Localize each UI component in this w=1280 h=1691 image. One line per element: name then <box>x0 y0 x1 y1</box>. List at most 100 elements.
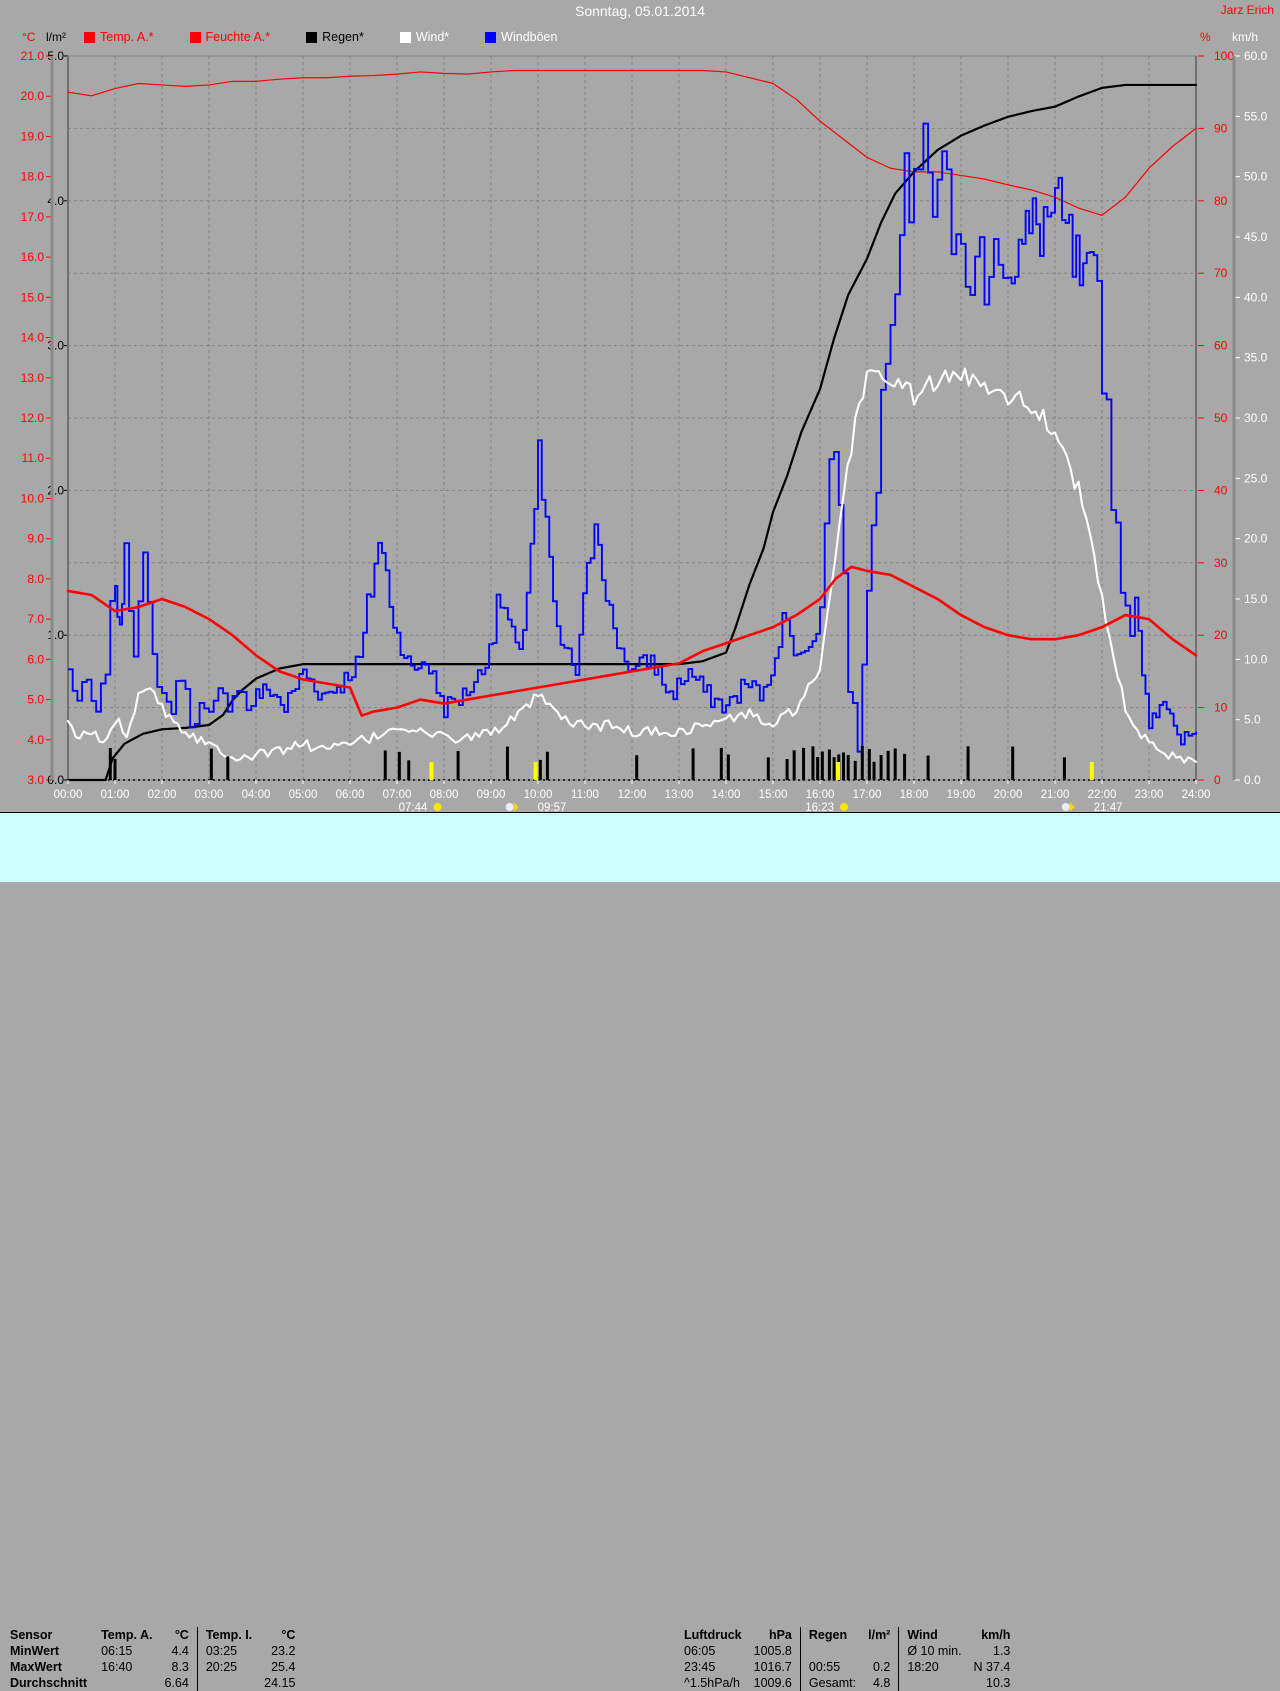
series-humidity <box>67 69 1197 216</box>
unit-left-rain: l/m² <box>46 30 66 44</box>
axis-tick-label: 18.0 <box>21 170 45 184</box>
legend-windboeen[interactable]: Windböen <box>485 30 557 44</box>
axis-tick-label: 13.0 <box>21 371 45 385</box>
legend-regen[interactable]: Regen* <box>306 30 364 44</box>
time-axis-label: 19:00 <box>947 789 976 801</box>
time-axis-label: 17:00 <box>853 789 882 801</box>
summary-row-label: Durchschnitt <box>10 1676 88 1690</box>
axis-tick-label: 40 <box>1214 483 1228 497</box>
sunrise-marker[interactable]: 07:44 <box>399 762 442 812</box>
time-axis-label: 20:00 <box>994 789 1023 801</box>
series-wind-speed <box>66 367 1198 764</box>
chart-legend: Temp. A.* Feuchte A.* Regen* Wind* Windböen <box>84 30 593 44</box>
series-rain-cumulative <box>66 83 1198 782</box>
moonrise-marker-label: 09:57 <box>538 802 567 812</box>
axis-tick-label: 0.0 <box>1244 773 1261 787</box>
time-axis-label: 05:00 <box>289 789 318 801</box>
summary-luftdruck-value: hPa <box>747 1627 801 1643</box>
axis-tick-label: 50.0 <box>1244 170 1268 184</box>
summary-temp-innen-value: 25.4 <box>271 1660 296 1674</box>
legend-wind[interactable]: Wind* <box>399 30 449 44</box>
time-axis-label: 18:00 <box>900 789 929 801</box>
axis-tick-label: 10 <box>1214 701 1228 715</box>
summary-table-right: Luftdruck hPa Regen l/m² Wind km/h 06:05 1005.8… <box>676 1627 1018 1691</box>
sun-icon <box>433 803 442 811</box>
legend-regen-label: Regen* <box>322 30 364 44</box>
legend-temp-a-swatch <box>84 31 95 43</box>
axis-tick-label: 1.0 <box>47 628 64 642</box>
moon-icon <box>505 802 519 812</box>
summary-luftdruck-value: 1005.8 <box>747 1643 801 1659</box>
axis-tick-label: 15.0 <box>1244 592 1268 606</box>
axis-tick-label: 3.0 <box>27 773 44 787</box>
summary-row-label: MaxWert <box>10 1660 62 1674</box>
time-axis-label: 02:00 <box>148 789 177 801</box>
summary-row: Luftdruck hPa Regen l/m² Wind km/h <box>676 1627 1018 1643</box>
page-title: Sonntag, 05.01.2014 <box>574 3 705 19</box>
chart-canvas: 21.0 20.0 19.0 18.0 17.0 16.0 15.0 14.0 13.0 12.0… <box>21 49 1268 812</box>
axis-tick-label: 11.0 <box>22 451 45 465</box>
summary-row: 23:45 1016.7 00:55 0.2 18:20 N 37.4 <box>676 1659 1018 1675</box>
axis-tick-label: 0.0 <box>47 773 64 787</box>
series-temperature <box>66 565 1198 717</box>
summary-temp-aussen-value: 8.3 <box>158 1659 198 1675</box>
axis-tick-label: 19.0 <box>21 129 45 143</box>
axis-tick-label: 8.0 <box>27 572 44 586</box>
unit-right-wind: km/h <box>1232 30 1259 44</box>
summary-row: MinWert 06:15 4.4 03:25 23.2 <box>4 1643 303 1659</box>
legend-feuchte-a[interactable]: Feuchte A.* <box>189 30 270 44</box>
rain-event-markers <box>108 746 1066 780</box>
summary-regen-time: Regen <box>808 1628 848 1642</box>
legend-windboeen-swatch <box>485 31 497 43</box>
summary-luftdruck-value: 1009.6 <box>747 1675 801 1691</box>
summary-temp-aussen-value: 6.64 <box>158 1675 198 1691</box>
axis-tick-label: 7.0 <box>27 612 44 626</box>
summary-luftdruck-time: ^1.5hPa/h <box>684 1676 740 1690</box>
legend-temp-a[interactable]: Temp. A.* <box>84 30 154 44</box>
time-axis-label: 08:00 <box>430 789 459 801</box>
weather-chart-app: { "header": { "title": "Sonntag, 05.01.2… <box>0 3 1280 1691</box>
summary-row: ^1.5hPa/h 1009.6 Gesamt: 4.8 10.3 <box>676 1675 1018 1691</box>
summary-regen-time: 00:55 <box>808 1660 841 1674</box>
summary-temp-innen-time <box>197 1675 258 1691</box>
axis-tick-label: 5.0 <box>27 693 44 707</box>
summary-wind-value: 1.3 <box>993 1644 1011 1658</box>
axis-tick-label: 5.0 <box>1244 713 1261 727</box>
axis-tick-label: 21.0 <box>21 49 45 63</box>
time-axis-label: 21:00 <box>1041 789 1070 801</box>
sunset-marker[interactable]: 16:23 <box>805 762 849 812</box>
summary-regen-value <box>862 1643 900 1659</box>
summary-row: 06:05 1005.8 Ø 10 min. 1.3 <box>676 1643 1018 1659</box>
sunset-marker-label: 16:23 <box>805 802 834 812</box>
time-axis-label: 22:00 <box>1088 789 1117 801</box>
axis-tick-label: 100 <box>1214 49 1234 63</box>
sunrise-marker-label: 07:44 <box>399 802 428 812</box>
summary-row-label: MinWert <box>10 1644 60 1658</box>
series-wind-gusts <box>68 122 1197 753</box>
time-axis-label: 10:00 <box>524 789 553 801</box>
time-axis-label: 14:00 <box>712 789 741 801</box>
summary-wind-time: 18:20 <box>907 1660 939 1674</box>
time-axis-label: 01:00 <box>101 789 130 801</box>
axis-tick-label: 35.0 <box>1244 351 1268 365</box>
axis-tick-label: 3.0 <box>47 339 64 353</box>
axis-tick-label: 70 <box>1214 266 1228 280</box>
summary-wind-value: N 37.4 <box>973 1660 1011 1674</box>
summary-regen-value: 4.8 <box>862 1675 900 1691</box>
time-axis-label: 07:00 <box>383 789 412 801</box>
summary-temp-innen-time: Temp. I. <box>205 1628 253 1642</box>
axis-tick-label: 30.0 <box>1244 411 1268 425</box>
unit-right-humidity: % <box>1200 30 1211 44</box>
summary-row-label: Sensor <box>10 1628 53 1642</box>
moonset-marker[interactable]: 21:47 <box>1061 762 1123 812</box>
time-axis-label: 06:00 <box>336 789 365 801</box>
moonrise-marker[interactable]: 09:57 <box>505 762 567 812</box>
summary-temp-aussen-time: 16:40 <box>101 1660 133 1674</box>
summary-luftdruck-time: Luftdruck <box>684 1628 742 1642</box>
axis-tick-label: 10.0 <box>21 491 45 505</box>
time-axis-label: 24:00 <box>1182 789 1211 801</box>
summary-wind-value: 10.3 <box>986 1676 1011 1690</box>
axis-tick-label: 25.0 <box>1244 471 1268 485</box>
axis-tick-label: 16.0 <box>21 250 45 264</box>
summary-temp-innen-value: °C <box>281 1628 296 1642</box>
